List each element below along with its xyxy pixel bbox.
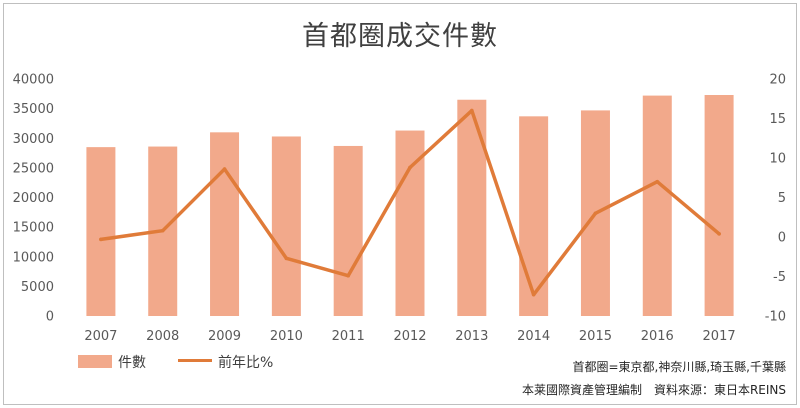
y-right-tick-5: 5 <box>778 191 786 206</box>
y-left-tick-30000: 30000 <box>13 132 54 147</box>
line-point-2013 <box>470 108 474 113</box>
x-tick-2013: 2013 <box>455 329 488 344</box>
y-left-tick-25000: 25000 <box>13 161 54 176</box>
y-left-tick-15000: 15000 <box>13 221 54 236</box>
x-tick-2010: 2010 <box>270 329 303 344</box>
y-right-ticks: -10 -5 0 5 10 15 20 <box>765 73 786 325</box>
x-tick-2012: 2012 <box>393 329 426 344</box>
line-point-2010 <box>284 256 289 261</box>
legend-line-swatch <box>178 359 212 362</box>
y-right-tick-0: 0 <box>778 231 786 246</box>
y-right-tick-10: 10 <box>769 152 786 167</box>
legend-line: 前年比% <box>178 352 273 372</box>
bar-2009 <box>210 132 240 316</box>
legend-bar-label: 件數 <box>118 355 146 371</box>
line-point-2015 <box>593 211 598 216</box>
legend-bar-swatch <box>78 355 112 368</box>
x-tick-2016: 2016 <box>641 329 674 344</box>
y-left-ticks: 0 5000 10000 15000 20000 25000 30000 35000 40000 <box>13 73 54 325</box>
bar-2007 <box>86 147 116 316</box>
y-left-tick-10000: 10000 <box>13 250 54 265</box>
y-left-tick-40000: 40000 <box>13 73 54 88</box>
bar-2012 <box>395 130 425 316</box>
legend-line-label: 前年比% <box>218 355 274 371</box>
bar-2017 <box>704 94 734 316</box>
y-right-tick-20: 20 <box>769 73 786 88</box>
legend-bar: 件數 <box>78 352 146 372</box>
x-tick-2014: 2014 <box>517 329 550 344</box>
y-right-tick--5: -5 <box>773 270 786 285</box>
bar-2013 <box>457 99 487 316</box>
x-tick-2015: 2015 <box>579 329 612 344</box>
bar-2016 <box>642 95 672 316</box>
line-point-2012 <box>408 165 412 170</box>
note-region: 首都圈=東京都,神奈川縣,琦玉縣,千葉縣 <box>572 360 787 374</box>
y-right-tick--10: -10 <box>765 310 786 325</box>
line-layer <box>99 108 721 297</box>
bars-layer <box>86 94 734 316</box>
x-tick-2008: 2008 <box>146 329 179 344</box>
line-point-2008 <box>160 228 165 233</box>
x-tick-2011: 2011 <box>332 329 365 344</box>
bar-2010 <box>271 136 301 316</box>
line-point-2016 <box>655 179 660 184</box>
line-point-2007 <box>99 237 103 242</box>
bar-2014 <box>519 116 549 316</box>
y-right-tick-15: 15 <box>769 112 786 127</box>
y-left-tick-0: 0 <box>46 310 54 325</box>
line-point-2017 <box>717 232 721 236</box>
y-left-tick-5000: 5000 <box>21 280 54 295</box>
y-left-tick-35000: 35000 <box>13 102 54 117</box>
y-left-tick-20000: 20000 <box>13 191 54 206</box>
line-point-2011 <box>346 273 350 278</box>
x-tick-2009: 2009 <box>208 329 241 344</box>
chart-title: 首都圈成交件數 <box>302 21 498 52</box>
bar-2011 <box>333 145 363 316</box>
note-source: 本莱國際資產管理編制 資料來源：東日本REINS <box>521 383 786 397</box>
x-tick-2017: 2017 <box>703 329 736 344</box>
line-point-2009 <box>222 167 227 171</box>
x-tick-2007: 2007 <box>84 329 117 344</box>
line-point-2014 <box>531 292 536 297</box>
x-ticks: 2007 2008 2009 2010 2011 2012 2013 2014 2015 2016… <box>84 329 735 344</box>
